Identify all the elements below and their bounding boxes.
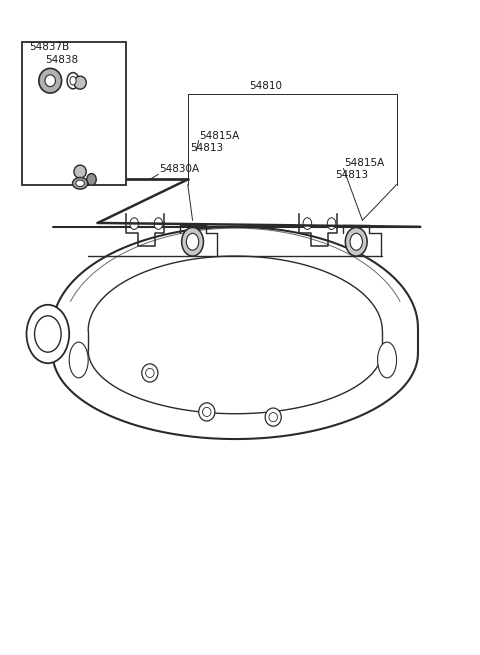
Ellipse shape bbox=[67, 73, 79, 89]
Ellipse shape bbox=[87, 174, 96, 185]
Ellipse shape bbox=[269, 413, 277, 422]
Ellipse shape bbox=[181, 227, 204, 256]
Circle shape bbox=[303, 217, 312, 229]
Bar bbox=[22, 42, 126, 185]
Text: 54837B: 54837B bbox=[29, 42, 69, 52]
Ellipse shape bbox=[142, 364, 158, 382]
Ellipse shape bbox=[35, 316, 61, 352]
Ellipse shape bbox=[74, 76, 86, 89]
Ellipse shape bbox=[74, 165, 86, 178]
Text: 54813: 54813 bbox=[190, 143, 223, 153]
Text: 54810: 54810 bbox=[250, 81, 283, 90]
Ellipse shape bbox=[72, 178, 88, 189]
Ellipse shape bbox=[70, 77, 76, 85]
Ellipse shape bbox=[76, 180, 84, 187]
Ellipse shape bbox=[199, 403, 215, 421]
Text: 54830A: 54830A bbox=[159, 164, 200, 174]
Ellipse shape bbox=[26, 305, 69, 364]
Ellipse shape bbox=[350, 233, 362, 250]
Ellipse shape bbox=[203, 407, 211, 417]
Text: 54815A: 54815A bbox=[200, 131, 240, 141]
Circle shape bbox=[154, 217, 163, 229]
Text: 54838: 54838 bbox=[46, 54, 79, 65]
Text: 54813: 54813 bbox=[335, 170, 368, 180]
Ellipse shape bbox=[186, 233, 199, 250]
Ellipse shape bbox=[69, 342, 88, 378]
Ellipse shape bbox=[378, 342, 396, 378]
Ellipse shape bbox=[145, 368, 154, 377]
Circle shape bbox=[130, 217, 138, 229]
Text: 54815A: 54815A bbox=[344, 159, 384, 168]
Ellipse shape bbox=[39, 68, 61, 93]
Ellipse shape bbox=[45, 75, 56, 86]
Ellipse shape bbox=[265, 408, 281, 426]
Ellipse shape bbox=[345, 227, 367, 256]
Circle shape bbox=[327, 217, 336, 229]
